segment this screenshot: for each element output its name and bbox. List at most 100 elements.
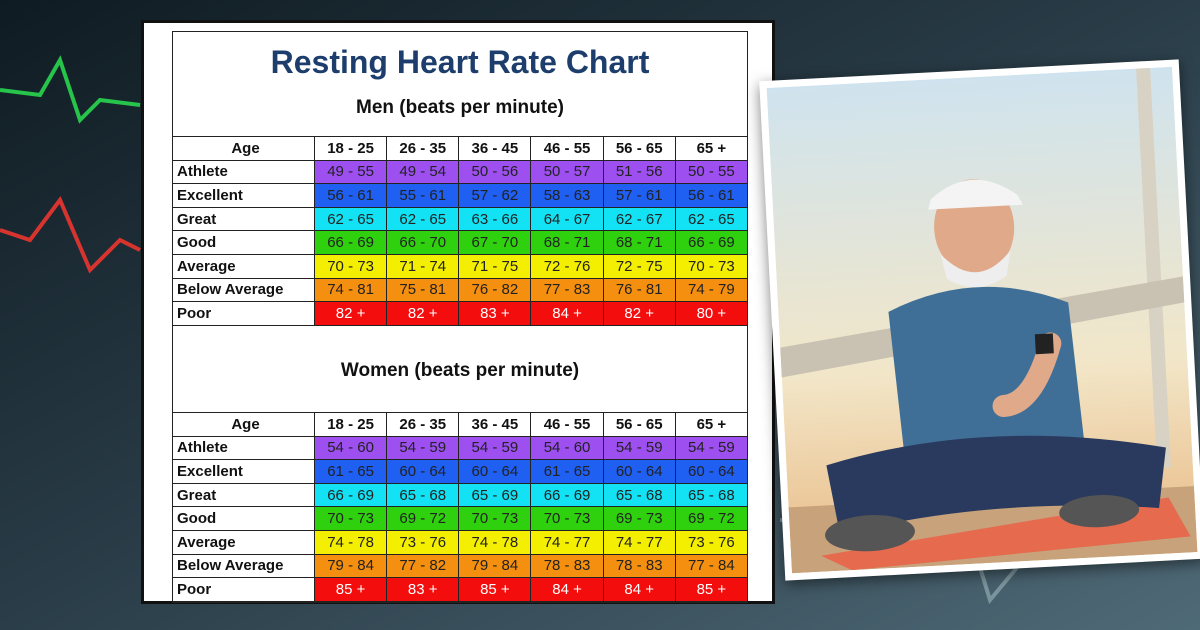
rating-label: Average xyxy=(172,253,315,279)
bpm-range: 80 + xyxy=(674,301,749,326)
age-range: 56 - 65 xyxy=(602,136,676,161)
age-range: 36 - 45 xyxy=(458,136,532,161)
bpm-range: 66 - 69 xyxy=(313,230,388,255)
bpm-range: 74 - 77 xyxy=(602,529,676,555)
rating-row: Poor 82 +82 +83 +84 +82 +80 + xyxy=(172,301,749,326)
bpm-range: 69 - 73 xyxy=(602,506,676,531)
bpm-range: 79 - 84 xyxy=(313,553,388,579)
bpm-range: 54 - 59 xyxy=(458,435,532,461)
bpm-range: 62 - 65 xyxy=(313,206,388,232)
bpm-range: 54 - 60 xyxy=(530,435,604,461)
bpm-range: 84 + xyxy=(530,577,604,602)
bpm-range: 70 - 73 xyxy=(674,253,749,279)
bpm-range: 76 - 81 xyxy=(602,277,676,303)
shoe xyxy=(1059,495,1140,528)
rating-row: Athlete 54 - 60 54 - 59 54 - 59 54 - 60 54 - … xyxy=(172,435,749,461)
bpm-range: 65 - 69 xyxy=(458,482,532,508)
bpm-range: 56 - 61 xyxy=(674,183,749,208)
bpm-range: 50 - 55 xyxy=(674,159,749,185)
rating-row: Below Average 74 - 81 75 - 81 76 - 82 77 - 8… xyxy=(172,277,749,303)
bpm-range: 72 - 75 xyxy=(602,253,676,279)
bpm-range: 83 + xyxy=(386,577,460,602)
bpm-range: 76 - 82 xyxy=(458,277,532,303)
bpm-range: 58 - 63 xyxy=(530,183,604,208)
rating-row: Excellent 56 - 61 55 - 61 57 - 62 58 - 63 57 … xyxy=(172,183,749,208)
arm xyxy=(992,332,1062,417)
rating-row: Great 66 - 69 65 - 68 65 - 69 66 - 69 65 - 68… xyxy=(172,482,749,508)
bpm-range: 61 - 65 xyxy=(530,459,604,484)
bpm-range: 73 - 76 xyxy=(674,529,749,555)
legs xyxy=(826,435,1166,535)
age-range: 36 - 45 xyxy=(458,412,532,437)
shoe xyxy=(825,515,915,552)
rating-label: Excellent xyxy=(172,459,315,484)
bpm-range: 50 - 56 xyxy=(458,159,532,185)
bpm-range: 51 - 56 xyxy=(602,159,676,185)
bpm-range: 61 - 65 xyxy=(313,459,388,484)
rating-row: Average 70 - 73 71 - 74 71 - 75 72 - 76 72 - … xyxy=(172,253,749,279)
rating-row: Good 66 - 69 66 - 70 67 - 70 68 - 71 68 - 71 6… xyxy=(172,230,749,255)
rating-label: Great xyxy=(172,482,315,508)
bpm-range: 85 + xyxy=(313,577,388,602)
rating-label: Great xyxy=(172,206,315,232)
rating-row: Great 62 - 65 62 - 65 63 - 66 64 - 67 62 - 67… xyxy=(172,206,749,232)
bpm-range: 85 + xyxy=(458,577,532,602)
bpm-range: 66 - 70 xyxy=(386,230,460,255)
bpm-range: 70 - 73 xyxy=(530,506,604,531)
rating-row: Average 74 - 78 73 - 76 74 - 78 74 - 77 74 - … xyxy=(172,529,749,555)
bpm-range: 57 - 62 xyxy=(458,183,532,208)
heart-rate-table: Age 18 - 25 26 - 35 36 - 45 46 - 55 56 - 65 65… xyxy=(172,412,749,602)
rating-row: Below Average 79 - 84 77 - 82 79 - 84 78 - 8… xyxy=(172,553,749,579)
age-range: 18 - 25 xyxy=(313,412,388,437)
bpm-range: 67 - 70 xyxy=(458,230,532,255)
bpm-range: 60 - 64 xyxy=(602,459,676,484)
rating-row: Athlete 49 - 55 49 - 54 50 - 56 50 - 57 51 - … xyxy=(172,159,749,185)
bpm-range: 65 - 68 xyxy=(674,482,749,508)
rating-label: Average xyxy=(172,529,315,555)
chart-card: Resting Heart Rate Chart Men (beats per … xyxy=(141,20,775,604)
heart-rate-table: Age 18 - 25 26 - 35 36 - 45 46 - 55 56 - 65 65… xyxy=(172,136,749,326)
bpm-range: 84 + xyxy=(602,577,676,602)
watch xyxy=(1034,333,1054,355)
age-header: Age xyxy=(172,412,315,437)
rating-label: Athlete xyxy=(172,435,315,461)
bpm-range: 70 - 73 xyxy=(313,253,388,279)
rating-row: Good 70 - 73 69 - 72 70 - 73 70 - 73 69 - 73 6… xyxy=(172,506,749,531)
age-range: 46 - 55 xyxy=(530,136,604,161)
bpm-range: 57 - 61 xyxy=(602,183,676,208)
title: Resting Heart Rate Chart xyxy=(270,44,650,80)
bpm-range: 63 - 66 xyxy=(458,206,532,232)
bpm-range: 75 - 81 xyxy=(386,277,460,303)
photo-illustration xyxy=(766,66,1198,574)
bpm-range: 78 - 83 xyxy=(602,553,676,579)
header-row: Age 18 - 25 26 - 35 36 - 45 46 - 55 56 - 65 65… xyxy=(172,136,749,161)
rating-label: Below Average xyxy=(172,553,315,579)
bpm-range: 62 - 65 xyxy=(386,206,460,232)
age-range: 65 + xyxy=(674,136,749,161)
bpm-range: 70 - 73 xyxy=(458,506,532,531)
bpm-range: 70 - 73 xyxy=(313,506,388,531)
section-heading: Women (beats per minute) xyxy=(340,360,580,381)
bpm-range: 72 - 76 xyxy=(530,253,604,279)
bpm-range: 62 - 65 xyxy=(674,206,749,232)
bpm-range: 85 + xyxy=(674,577,749,602)
age-range: 18 - 25 xyxy=(313,136,388,161)
bpm-range: 66 - 69 xyxy=(530,482,604,508)
bpm-range: 50 - 57 xyxy=(530,159,604,185)
bpm-range: 54 - 59 xyxy=(602,435,676,461)
bpm-range: 77 - 82 xyxy=(386,553,460,579)
rating-label: Good xyxy=(172,230,315,255)
bpm-range: 56 - 61 xyxy=(313,183,388,208)
bpm-range: 84 + xyxy=(530,301,604,326)
header-row: Age 18 - 25 26 - 35 36 - 45 46 - 55 56 - 65 65… xyxy=(172,412,749,437)
rating-label: Excellent xyxy=(172,183,315,208)
bpm-range: 49 - 54 xyxy=(386,159,460,185)
age-range: 46 - 55 xyxy=(530,412,604,437)
bpm-range: 74 - 77 xyxy=(530,529,604,555)
bpm-range: 82 + xyxy=(602,301,676,326)
bpm-range: 60 - 64 xyxy=(386,459,460,484)
bpm-range: 82 + xyxy=(386,301,460,326)
bpm-range: 55 - 61 xyxy=(386,183,460,208)
chart-frame: Resting Heart Rate Chart Men (beats per … xyxy=(172,31,749,603)
age-range: 26 - 35 xyxy=(386,136,460,161)
